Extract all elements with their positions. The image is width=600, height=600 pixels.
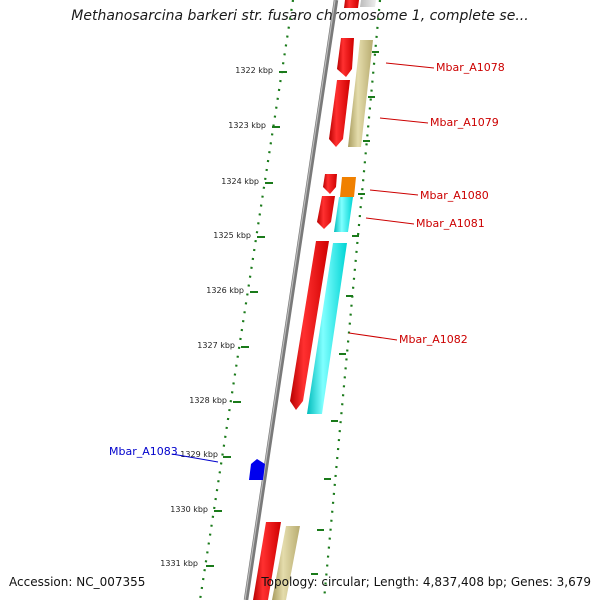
leader-line-a1082 — [348, 332, 398, 341]
feature-mbar-a1083 — [249, 459, 265, 480]
kbp-label: 1322 kbp — [235, 66, 273, 75]
outer-dotted-rail — [322, 0, 382, 600]
kbp-label: 1325 kbp — [213, 231, 251, 240]
inner-dotted-rail — [198, 0, 295, 600]
feature-bottom-tan — [272, 526, 300, 600]
feature-bottom-red — [253, 522, 281, 600]
leader-line-a1078 — [385, 62, 435, 69]
kbp-label: 1330 kbp — [170, 505, 208, 514]
feature-mbar-a1079 — [329, 80, 350, 147]
leader-line-a1080 — [369, 189, 419, 196]
feature-mbar-a1080 — [323, 174, 337, 194]
genome-stats-text: Topology: circular; Length: 4,837,408 bp… — [261, 575, 591, 589]
gene-label-mbar-a1082[interactable]: Mbar_A1082 — [399, 333, 468, 346]
kbp-label: 1328 kbp — [189, 396, 227, 405]
feature-top-grey — [360, 0, 376, 7]
gene-label-mbar-a1079[interactable]: Mbar_A1079 — [430, 116, 499, 129]
map-title: Methanosarcina barkeri str. fusaro chrom… — [71, 8, 529, 24]
feature-mbar-a1078 — [337, 38, 354, 77]
feature-orange-a1080 — [340, 177, 356, 197]
leader-line-a1079 — [379, 117, 429, 124]
gene-label-mbar-a1081[interactable]: Mbar_A1081 — [416, 217, 485, 230]
feature-mbar-a1082 — [290, 241, 329, 410]
kbp-label: 1329 kbp — [180, 450, 218, 459]
gene-label-mbar-a1080[interactable]: Mbar_A1080 — [420, 189, 489, 202]
gene-label-mbar-a1083[interactable]: Mbar_A1083 — [109, 445, 178, 458]
accession-text: Accession: NC_007355 — [9, 575, 146, 589]
genome-backbone — [243, 0, 339, 600]
leader-line-a1081 — [365, 217, 415, 225]
kbp-label: 1327 kbp — [197, 341, 235, 350]
feature-tan-upper — [348, 40, 373, 147]
kbp-label: 1326 kbp — [206, 286, 244, 295]
kbp-label: 1331 kbp — [160, 559, 198, 568]
feature-top-red — [344, 0, 359, 8]
kbp-label: 1324 kbp — [221, 177, 259, 186]
feature-mbar-a1081 — [317, 196, 335, 229]
feature-cyan-a1081 — [334, 197, 353, 232]
gene-label-mbar-a1078[interactable]: Mbar_A1078 — [436, 61, 505, 74]
leader-line-a1083 — [171, 453, 219, 463]
kbp-label: 1323 kbp — [228, 121, 266, 130]
feature-cyan-a1082 — [307, 243, 347, 414]
